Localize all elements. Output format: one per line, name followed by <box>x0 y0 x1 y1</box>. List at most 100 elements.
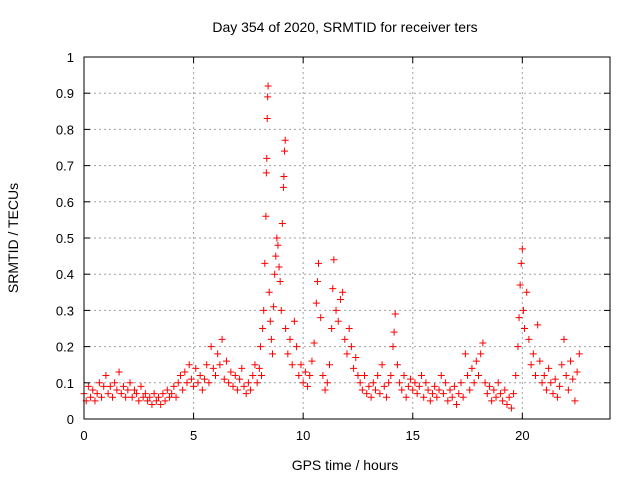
data-point <box>176 372 184 380</box>
data-point <box>95 379 103 387</box>
data-point <box>155 393 163 401</box>
data-point <box>325 361 333 369</box>
data-point <box>560 335 568 343</box>
data-point <box>115 368 123 376</box>
data-point <box>194 379 202 387</box>
data-point <box>280 172 288 180</box>
data-point <box>564 386 572 394</box>
data-point <box>455 390 463 398</box>
data-point <box>161 397 169 405</box>
grid <box>84 57 610 419</box>
data-point <box>196 372 204 380</box>
data-point <box>276 277 284 285</box>
data-point <box>106 382 114 390</box>
data-point <box>466 386 474 394</box>
data-point <box>137 382 145 390</box>
data-point <box>187 375 195 383</box>
data-point <box>400 372 408 380</box>
data-point <box>128 393 136 401</box>
data-point <box>567 357 575 365</box>
data-point <box>263 154 271 162</box>
x-tick-label: 15 <box>406 428 420 443</box>
data-point <box>227 368 235 376</box>
data-point <box>492 393 500 401</box>
data-point <box>111 379 119 387</box>
data-point <box>367 393 375 401</box>
data-point <box>312 299 320 307</box>
y-tick-label: 0.9 <box>56 86 74 101</box>
data-point <box>319 372 327 380</box>
data-point <box>183 379 191 387</box>
data-point <box>229 382 237 390</box>
data-point <box>393 361 401 369</box>
data-point <box>439 390 447 398</box>
data-point <box>376 390 384 398</box>
data-point <box>261 259 269 267</box>
data-point <box>256 343 264 351</box>
data-point <box>437 372 445 380</box>
data-point <box>540 372 548 380</box>
data-point <box>216 361 224 369</box>
y-tick-label: 0 <box>67 412 74 427</box>
data-point <box>433 393 441 401</box>
data-point <box>205 379 213 387</box>
data-point <box>148 401 156 409</box>
data-point <box>334 317 342 325</box>
data-point <box>571 397 579 405</box>
data-point <box>157 401 165 409</box>
data-point <box>365 382 373 390</box>
data-point <box>507 404 515 412</box>
data-point <box>523 288 531 296</box>
data-point <box>159 390 167 398</box>
data-point <box>207 343 215 351</box>
data-point <box>260 306 268 314</box>
data-point <box>119 382 127 390</box>
data-point <box>165 393 173 401</box>
data-point <box>100 382 108 390</box>
data-point <box>442 379 450 387</box>
data-point <box>282 325 290 332</box>
data-point <box>343 350 351 358</box>
data-point <box>126 379 134 387</box>
data-point <box>255 364 263 372</box>
data-point <box>525 335 533 343</box>
data-point <box>284 350 292 358</box>
data-point <box>266 317 274 325</box>
data-point <box>281 136 289 144</box>
data-point <box>488 397 496 405</box>
data-point <box>485 382 493 390</box>
data-point <box>141 390 149 398</box>
data-point <box>521 325 529 332</box>
data-point <box>354 372 362 380</box>
data-point <box>347 343 355 351</box>
data-point <box>332 306 340 314</box>
data-point <box>122 393 130 401</box>
data-point <box>446 386 454 394</box>
data-point <box>236 375 244 383</box>
data-point <box>130 386 138 394</box>
data-point <box>575 350 583 358</box>
data-point <box>308 357 316 365</box>
axis-ticks: 00.10.20.30.40.50.60.70.80.910 5 10 15 20 <box>56 50 610 443</box>
data-point <box>356 379 364 387</box>
data-point <box>378 361 386 369</box>
data-point <box>468 364 476 372</box>
data-point <box>271 270 279 278</box>
chart-title: Day 354 of 2020, SRMTID for receiver ter… <box>212 19 477 35</box>
data-point <box>350 364 358 372</box>
data-point <box>517 259 525 267</box>
data-point <box>201 375 209 383</box>
data-point <box>529 350 537 358</box>
data-point <box>413 390 421 398</box>
data-points <box>80 82 583 412</box>
data-point <box>264 82 272 90</box>
data-point <box>203 361 211 369</box>
data-point <box>170 382 178 390</box>
y-tick-label: 1 <box>67 50 74 65</box>
data-point <box>238 364 246 372</box>
data-point <box>267 335 275 343</box>
data-point <box>363 390 371 398</box>
data-point <box>313 277 321 285</box>
data-point <box>242 390 250 398</box>
data-point <box>89 386 97 394</box>
